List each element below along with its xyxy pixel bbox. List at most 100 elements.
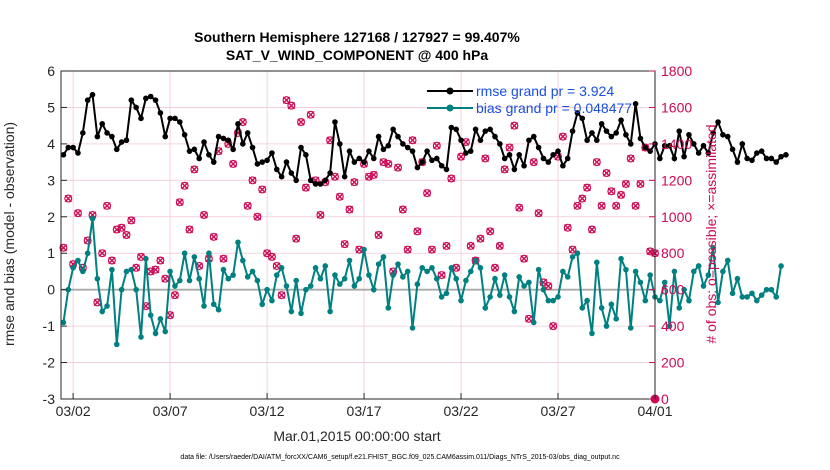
rmse-marker <box>123 137 130 144</box>
bias-marker <box>109 266 115 273</box>
bias-marker <box>472 257 479 264</box>
obs-assimilated-marker <box>307 111 315 119</box>
obs-possible-marker <box>602 169 611 178</box>
rmse-marker <box>749 157 755 164</box>
bias-marker <box>254 277 261 284</box>
rmse-marker <box>472 126 479 133</box>
rmse-marker <box>278 173 285 180</box>
bias-marker <box>162 328 169 335</box>
bias-marker <box>201 303 207 309</box>
obs-assimilated-marker <box>331 172 339 181</box>
rmse-marker <box>191 146 198 153</box>
obs-assimilated-marker <box>103 202 111 210</box>
x-tick-label: 03/27 <box>540 403 575 419</box>
obs-possible-marker <box>340 240 349 249</box>
rmse-marker <box>288 170 295 176</box>
rmse-marker <box>162 133 169 140</box>
rmse-marker <box>240 141 246 147</box>
obs-assimilated-marker <box>496 242 504 250</box>
obs-assimilated-marker <box>108 256 116 265</box>
obs-possible-marker <box>73 209 82 218</box>
bias-marker <box>244 274 251 280</box>
rmse-marker <box>322 177 329 184</box>
bias-marker <box>375 261 382 267</box>
bias-marker <box>584 297 590 304</box>
bias-marker <box>647 272 653 278</box>
rmse-marker <box>181 131 188 138</box>
bias-marker <box>700 283 707 289</box>
y-tick-label-right: 400 <box>661 318 685 334</box>
rmse-marker <box>419 159 426 165</box>
rmse-marker <box>681 153 687 160</box>
rmse-marker <box>715 119 721 125</box>
obs-assimilated-marker <box>447 174 456 183</box>
bias-marker <box>89 215 96 222</box>
obs-possible-marker <box>641 143 650 152</box>
rmse-marker <box>521 162 527 169</box>
obs-possible-marker <box>447 174 456 183</box>
bias-marker <box>545 297 552 304</box>
y-tick-label-left: 3 <box>47 172 55 188</box>
obs-possible-marker <box>505 143 514 152</box>
obs-possible-marker <box>413 227 422 236</box>
rmse-marker <box>671 155 678 162</box>
rmse-layer <box>60 91 789 187</box>
obs-possible-marker <box>282 96 291 105</box>
obs-possible-marker <box>549 322 558 331</box>
obs-possible-marker <box>563 223 572 232</box>
obs-assimilated-marker <box>500 165 509 174</box>
obs-possible-marker <box>529 158 538 167</box>
obs-possible-marker <box>510 121 519 130</box>
obs-possible-marker <box>350 178 359 187</box>
obs-possible-marker <box>394 163 403 172</box>
rmse-marker <box>613 130 620 136</box>
rmse-marker <box>196 155 202 162</box>
bias-marker <box>60 319 67 326</box>
bias-marker <box>535 266 542 273</box>
obs-possible-marker <box>243 201 252 210</box>
rmse-marker <box>778 153 784 160</box>
rmse-marker <box>84 97 91 103</box>
obs-possible-marker <box>621 179 630 188</box>
obs-possible-marker <box>122 231 131 240</box>
obs-possible-marker <box>626 154 635 163</box>
bias-marker <box>123 268 130 275</box>
bias-marker <box>118 286 125 293</box>
bias-marker <box>438 294 445 300</box>
y-tick-label-right: 1800 <box>661 63 692 79</box>
bias-marker <box>278 265 285 271</box>
rmse-marker <box>172 115 178 122</box>
bias-marker <box>75 257 81 264</box>
bias-marker <box>564 274 571 280</box>
obs-assimilated-marker <box>631 202 640 210</box>
obs-assimilated-marker <box>93 298 102 307</box>
bias-marker <box>594 259 600 266</box>
obs-assimilated-marker <box>248 176 257 185</box>
bias-marker <box>128 266 135 273</box>
rmse-marker <box>259 159 266 165</box>
rmse-marker <box>70 144 76 151</box>
obs-assimilated-marker <box>345 205 354 214</box>
obs-assimilated-marker <box>74 209 82 217</box>
rmse-marker <box>332 119 338 125</box>
obs-assimilated-marker <box>180 182 189 190</box>
obs-possible-marker <box>612 201 621 210</box>
obs-assimilated-marker <box>573 202 582 210</box>
rmse-marker <box>99 121 106 127</box>
rmse-marker <box>346 148 353 154</box>
bias-marker <box>337 281 343 288</box>
y-axis-label-left: rmse and bias (model - observation) <box>1 122 17 346</box>
bias-marker <box>661 279 668 286</box>
rmse-marker <box>109 133 115 140</box>
bias-marker <box>555 294 561 300</box>
bias-marker <box>390 272 396 278</box>
bias-marker <box>433 275 440 282</box>
obs-possible-marker <box>287 101 296 110</box>
bias-marker <box>569 254 576 260</box>
rmse-marker <box>463 150 469 156</box>
y-tick-label-left: -3 <box>43 391 56 407</box>
obs-assimilated-marker <box>336 193 344 201</box>
rmse-marker <box>118 139 125 145</box>
rmse-marker <box>307 177 314 184</box>
obs-possible-marker <box>476 234 485 243</box>
